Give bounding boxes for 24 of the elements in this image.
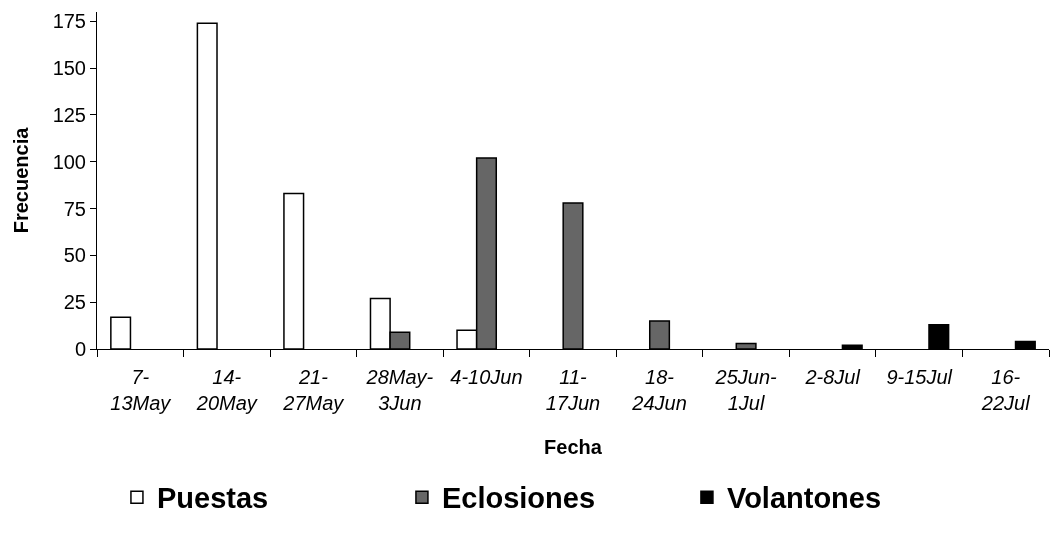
- y-tick-label: 175: [52, 10, 86, 33]
- y-tick-label: 125: [52, 103, 86, 126]
- legend-label: Volantones: [726, 482, 882, 515]
- legend-label: Puestas: [156, 482, 269, 515]
- x-tick-label: 2-8Jul: [804, 366, 861, 388]
- x-tick-label: 18-24Jun: [631, 366, 687, 414]
- x-tick-label: 14-20May: [195, 366, 258, 414]
- x-tick-label: 16-22Jul: [980, 366, 1031, 414]
- y-tick-label: 50: [63, 244, 86, 267]
- x-tick-label: 4-10Jun: [450, 366, 523, 388]
- x-tick-label: 21-27May: [282, 366, 345, 414]
- y-tick-label: 100: [52, 150, 86, 173]
- x-tick-label: 7-13May: [110, 366, 172, 414]
- x-tick-label: 11-17Jun: [545, 366, 601, 414]
- x-axis-title: Fecha: [544, 435, 603, 458]
- legend-label: Eclosiones: [441, 482, 596, 515]
- x-tick-label: 25Jun-1Jul: [714, 366, 777, 414]
- y-axis-title: Frecuencia: [10, 126, 33, 234]
- y-tick-label: 150: [52, 57, 86, 80]
- y-tick-label: 75: [63, 197, 86, 220]
- y-tick-label: 0: [74, 338, 86, 360]
- x-tick-label: 28May-3Jun: [365, 366, 434, 414]
- y-tick-label: 25: [63, 291, 86, 314]
- x-tick-label: 9-15Jul: [886, 366, 953, 388]
